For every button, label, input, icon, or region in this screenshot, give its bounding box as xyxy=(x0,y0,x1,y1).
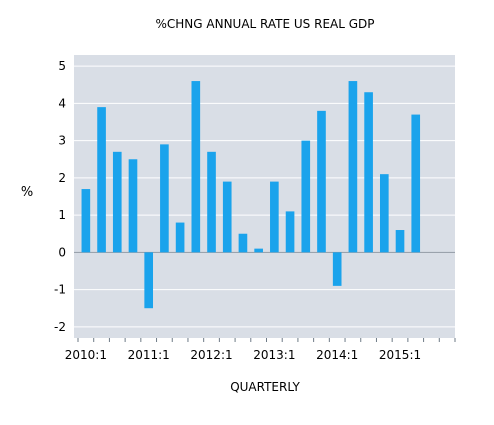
bar-2012q1 xyxy=(207,151,216,253)
x-axis-label: QUARTERLY xyxy=(230,380,300,394)
plot-area xyxy=(74,55,455,338)
x-tick-label: 2015:1 xyxy=(379,348,421,362)
bar-2015q1 xyxy=(395,230,405,253)
bar-2013q1 xyxy=(270,181,279,253)
x-tick-label: 2014:1 xyxy=(316,348,358,362)
bar-2012q3 xyxy=(238,233,248,253)
x-tick-label: 2011:1 xyxy=(128,348,170,362)
y-tick-label: -1 xyxy=(54,283,66,297)
bar-2010q1 xyxy=(81,189,91,253)
bar-2011q2 xyxy=(160,144,169,253)
y-tick-label: 4 xyxy=(58,96,66,110)
bar-2013q3 xyxy=(301,140,311,253)
bar-2014q3 xyxy=(364,92,373,253)
bar-2011q4 xyxy=(191,81,201,253)
bar-2015q2 xyxy=(411,114,421,253)
bar-2012q4 xyxy=(254,248,263,253)
y-tick-label: 2 xyxy=(58,171,66,185)
bar-2014q2 xyxy=(348,81,358,253)
bar-2014q1 xyxy=(332,252,342,286)
bars xyxy=(81,81,421,309)
bar-2012q2 xyxy=(222,181,232,253)
x-tick-labels: 2010:1 2011:1 2012:1 2013:1 2014:1 2015:1 xyxy=(65,348,421,362)
y-tick-label: 3 xyxy=(58,134,66,148)
x-tick-label: 2013:1 xyxy=(253,348,295,362)
x-tick-label: 2010:1 xyxy=(65,348,107,362)
bar-2011q1 xyxy=(144,252,154,309)
bar-2014q4 xyxy=(379,174,389,253)
x-ticks xyxy=(77,338,456,342)
y-tick-label: 1 xyxy=(58,208,66,222)
bar-2011q3 xyxy=(175,222,185,253)
y-axis-label: % xyxy=(21,185,33,200)
bar-2010q3 xyxy=(112,151,122,253)
y-tick-label: -2 xyxy=(54,320,66,334)
bar-2013q2 xyxy=(285,211,295,253)
y-tick-label: 5 xyxy=(58,59,66,73)
x-tick-label: 2012:1 xyxy=(190,348,232,362)
bar-2010q4 xyxy=(128,159,138,253)
bar-2010q2 xyxy=(97,107,106,253)
bar-2013q4 xyxy=(317,110,326,253)
chart-title: %CHNG ANNUAL RATE US REAL GDP xyxy=(155,17,374,31)
y-tick-label: 0 xyxy=(58,245,66,259)
y-tick-labels: -2 -1 0 1 2 3 4 5 xyxy=(54,59,66,334)
